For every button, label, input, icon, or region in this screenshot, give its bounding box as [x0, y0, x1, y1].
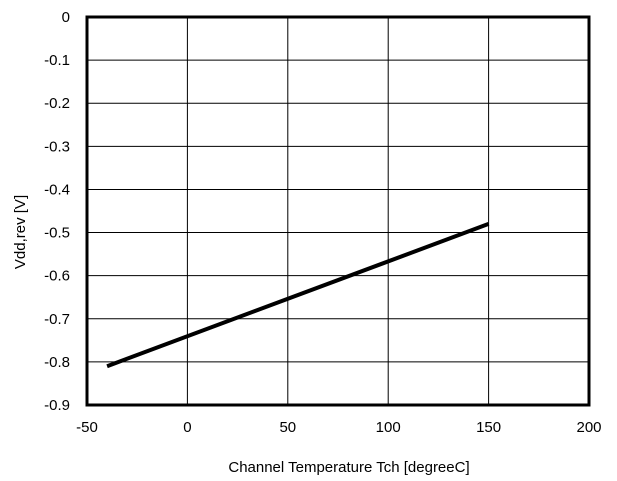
x-tick-label: 0 — [183, 419, 191, 436]
y-tick-label: -0.8 — [44, 354, 70, 371]
y-tick-label: -0.4 — [44, 181, 70, 198]
x-tick-label: 100 — [376, 419, 401, 436]
x-axis-ticks: -50 0 50 100 150 200 — [76, 419, 601, 436]
y-tick-label: -0.7 — [44, 311, 70, 328]
y-tick-label: 0 — [62, 9, 70, 26]
y-tick-label: -0.2 — [44, 95, 70, 112]
plot-area-frame — [85, 15, 591, 407]
y-tick-label: -0.3 — [44, 138, 70, 155]
y-tick-label: -0.6 — [44, 268, 70, 285]
y-tick-label: -0.5 — [44, 225, 70, 242]
y-axis-ticks: 0 -0.1 -0.2 -0.3 -0.4 -0.5 -0.6 -0.7 -0.8 -0.9 — [44, 9, 70, 414]
y-axis-title: Vdd,rev [V] — [12, 195, 29, 269]
x-tick-label: -50 — [76, 419, 98, 436]
y-tick-label: -0.9 — [44, 397, 70, 414]
x-tick-label: 50 — [279, 419, 296, 436]
x-axis-title: Channel Temperature Tch [degreeC] — [228, 459, 469, 476]
series-layer — [106, 222, 490, 369]
series-line — [106, 222, 490, 369]
x-tick-label: 200 — [576, 419, 601, 436]
x-tick-label: 150 — [476, 419, 501, 436]
y-tick-label: -0.1 — [44, 52, 70, 69]
